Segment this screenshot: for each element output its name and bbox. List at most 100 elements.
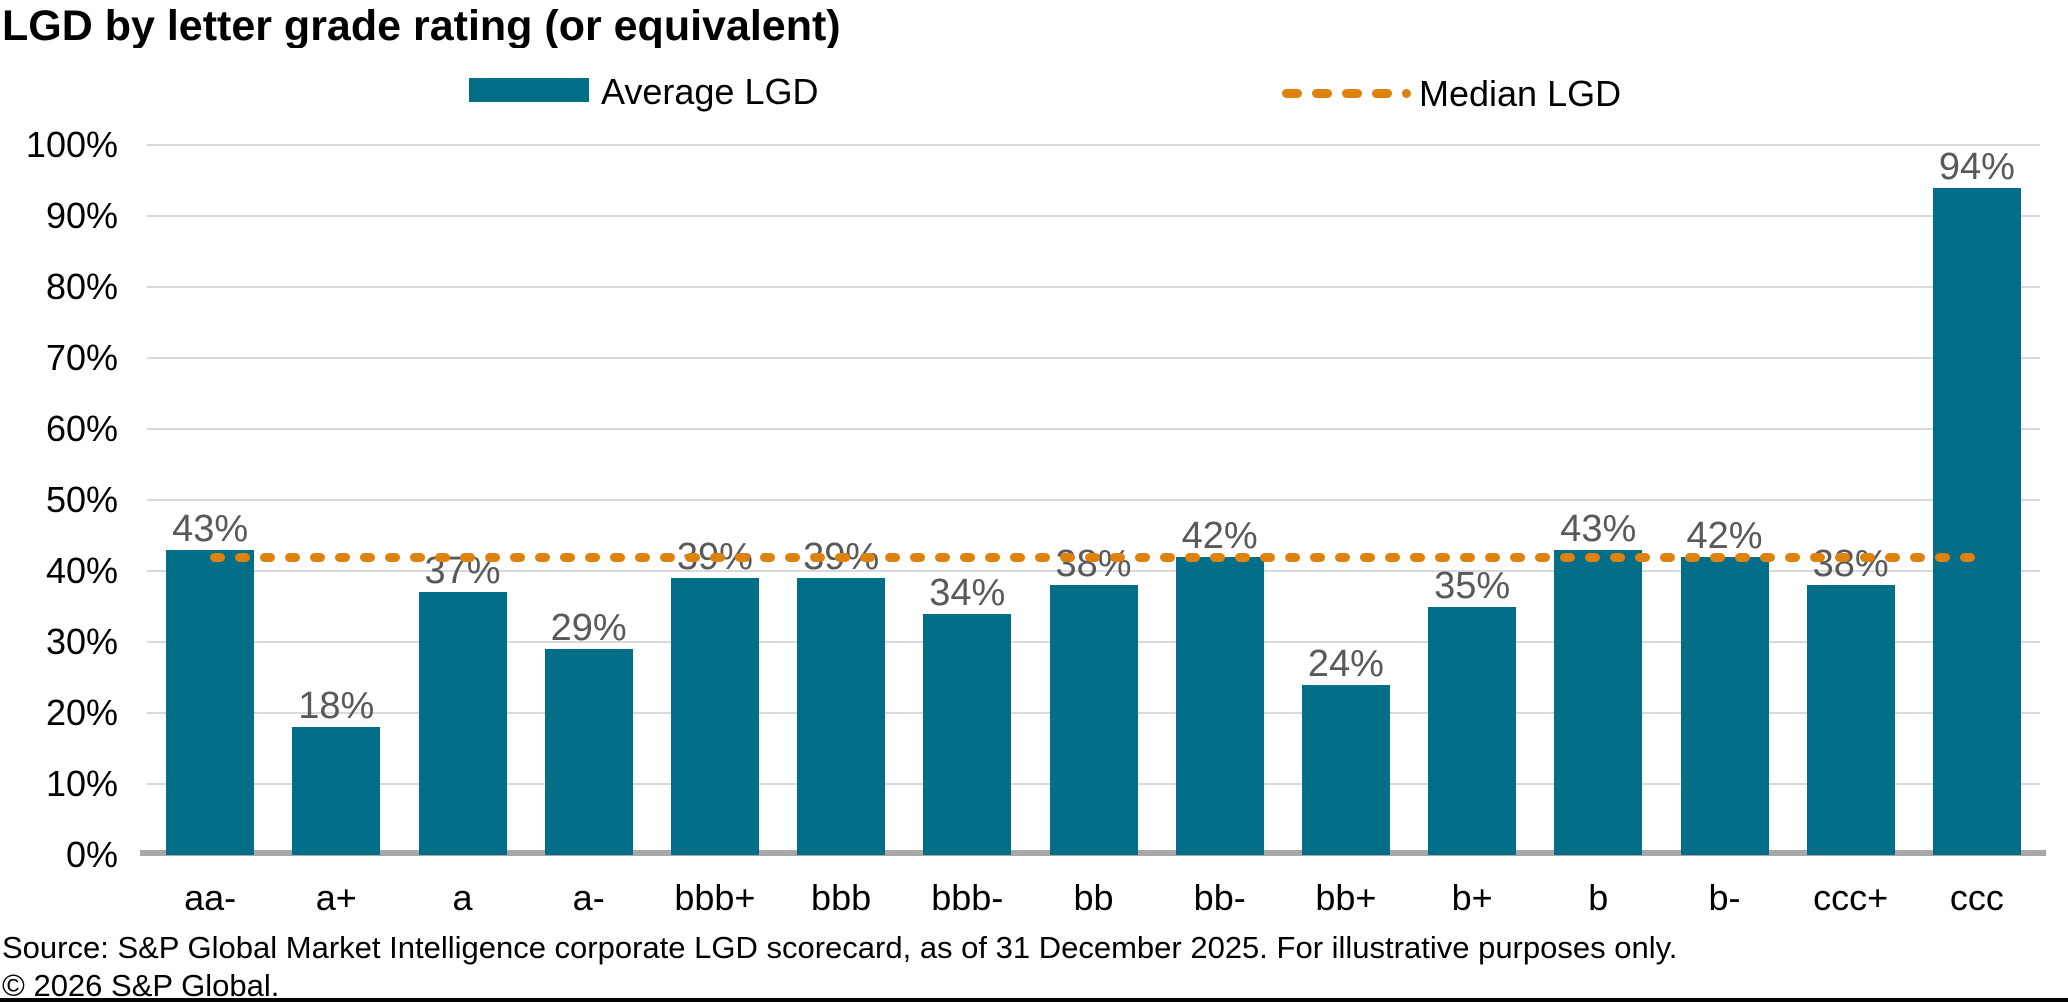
legend-median-lgd-label: Median LGD bbox=[1419, 73, 1622, 114]
bar-value-label: 35% bbox=[1434, 564, 1511, 607]
gridline bbox=[147, 570, 2040, 572]
median-line-dash bbox=[1760, 552, 1776, 562]
median-line-dash bbox=[510, 552, 526, 562]
legend-average-lgd-swatch bbox=[469, 78, 589, 102]
median-line-dash bbox=[1860, 552, 1876, 562]
y-axis-label: 0% bbox=[65, 834, 118, 875]
bar-value-label: 38% bbox=[1055, 543, 1132, 586]
median-line-dash bbox=[1285, 552, 1301, 562]
legend-median-dash bbox=[1342, 89, 1362, 98]
bottom-rule bbox=[0, 998, 2068, 1002]
median-line-dash bbox=[1560, 552, 1576, 562]
median-line-dash bbox=[1835, 552, 1851, 562]
gridline bbox=[147, 428, 2040, 430]
median-line-dash bbox=[435, 552, 451, 562]
median-line-dash bbox=[885, 552, 901, 562]
median-line-dash bbox=[285, 552, 301, 562]
x-axis-label: aa- bbox=[184, 877, 237, 918]
bar bbox=[797, 578, 886, 855]
median-line-dash bbox=[610, 552, 626, 562]
median-line-dash bbox=[1435, 552, 1451, 562]
bar bbox=[1680, 556, 1769, 855]
x-axis-label: bbb+ bbox=[674, 877, 756, 918]
median-line-dash bbox=[535, 552, 551, 562]
median-line-dash bbox=[560, 552, 576, 562]
median-line-dash bbox=[360, 552, 376, 562]
median-line-dash bbox=[1460, 552, 1476, 562]
gridline bbox=[147, 286, 2040, 288]
x-axis-label: b bbox=[1588, 877, 1609, 918]
median-line-dash bbox=[685, 552, 701, 562]
y-axis-label: 50% bbox=[45, 479, 118, 520]
median-line-dash bbox=[485, 552, 501, 562]
median-line-dash bbox=[1585, 552, 1601, 562]
bar bbox=[1175, 556, 1264, 855]
median-line-dash bbox=[585, 552, 601, 562]
x-axis-label: ccc bbox=[1949, 877, 2004, 918]
y-axis-label: 10% bbox=[45, 763, 118, 804]
median-line-dash bbox=[1185, 552, 1201, 562]
legend-median-dash bbox=[1402, 89, 1411, 98]
gridline bbox=[147, 499, 2040, 501]
bar-value-label: 24% bbox=[1307, 642, 1384, 685]
median-line-dash bbox=[1710, 552, 1726, 562]
median-line-dash bbox=[1360, 552, 1376, 562]
y-axis-label: 40% bbox=[45, 550, 118, 591]
median-line-dash bbox=[1235, 552, 1251, 562]
legend-median-dash bbox=[1312, 89, 1332, 98]
bar bbox=[544, 649, 633, 855]
median-line-dash bbox=[1785, 552, 1801, 562]
legend-median-dash bbox=[1282, 89, 1302, 98]
median-line-dash bbox=[410, 552, 426, 562]
copyright-note: © 2026 S&P Global. bbox=[2, 968, 280, 1003]
median-line-dash bbox=[1260, 552, 1276, 562]
x-axis-label: bb bbox=[1073, 877, 1114, 918]
median-line-dash bbox=[735, 552, 751, 562]
x-axis-label: b+ bbox=[1451, 877, 1493, 918]
y-axis-label: 70% bbox=[45, 337, 118, 378]
median-line-dash bbox=[235, 552, 251, 562]
median-line-dash bbox=[1935, 552, 1951, 562]
x-axis-label: b- bbox=[1708, 877, 1741, 918]
median-line-dash bbox=[460, 552, 476, 562]
bar-value-label: 94% bbox=[1938, 145, 2015, 188]
median-line-dash bbox=[1060, 552, 1076, 562]
median-line-dash bbox=[1960, 552, 1976, 562]
gridline bbox=[147, 357, 2040, 359]
median-line-dash bbox=[785, 552, 801, 562]
x-axis-label: a- bbox=[572, 877, 605, 918]
median-line-dash bbox=[1485, 552, 1501, 562]
bar-value-label: 43% bbox=[172, 507, 249, 550]
median-line-dash bbox=[1635, 552, 1651, 562]
median-line-dash bbox=[1535, 552, 1551, 562]
median-line-dash bbox=[1210, 552, 1226, 562]
median-line-dash bbox=[960, 552, 976, 562]
x-axis-label: bbb- bbox=[931, 877, 1004, 918]
y-axis-label: 60% bbox=[45, 408, 118, 449]
chart-title: LGD by letter grade rating (or equivalen… bbox=[2, 2, 841, 48]
bar bbox=[1932, 187, 2021, 855]
median-line-dash bbox=[710, 552, 726, 562]
legend-median-lgd-swatch bbox=[1282, 89, 1411, 98]
y-axis-label: 30% bbox=[45, 621, 118, 662]
bar-value-label: 42% bbox=[1686, 514, 1763, 557]
median-line-dash bbox=[1160, 552, 1176, 562]
gridline bbox=[147, 144, 2040, 146]
median-line-dash bbox=[1810, 552, 1826, 562]
bar bbox=[1301, 684, 1390, 855]
median-line-dash bbox=[910, 552, 926, 562]
bar-value-label: 34% bbox=[929, 571, 1006, 614]
median-line-dash bbox=[1735, 552, 1751, 562]
median-line-dash bbox=[1010, 552, 1026, 562]
source-note: Source: S&P Global Market Intelligence c… bbox=[2, 930, 1678, 965]
median-line-dash bbox=[1685, 552, 1701, 562]
bar-value-label: 29% bbox=[550, 607, 627, 650]
y-axis-label: 90% bbox=[45, 195, 118, 236]
x-axis-label: a bbox=[452, 877, 473, 918]
bar bbox=[1049, 585, 1138, 855]
median-line-dash bbox=[1610, 552, 1626, 562]
median-line-dash bbox=[810, 552, 826, 562]
median-line-dash bbox=[1910, 552, 1926, 562]
median-line-dash bbox=[310, 552, 326, 562]
median-line-dash bbox=[1335, 552, 1351, 562]
